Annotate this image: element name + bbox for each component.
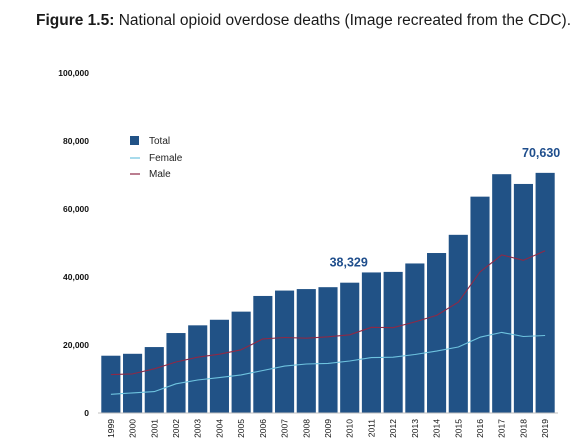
bar-2011 [361, 272, 381, 413]
y-tick-label: 80,000 [63, 136, 89, 146]
bar-2017 [492, 174, 512, 413]
legend-swatch-total [130, 136, 139, 145]
bar-2007 [275, 290, 295, 413]
x-tick-label: 2002 [171, 419, 181, 438]
bar-2001 [144, 347, 164, 413]
bar-2004 [209, 319, 229, 413]
x-tick-label: 2005 [236, 419, 246, 438]
bar-2008 [296, 289, 316, 413]
x-tick-label: 2001 [149, 419, 159, 438]
bar-2019 [535, 172, 555, 413]
bar-2000 [123, 353, 143, 413]
bar-2015 [448, 234, 468, 413]
legend-label-male: Male [149, 169, 171, 180]
x-tick-label: 2016 [475, 419, 485, 438]
bar-2010 [340, 282, 360, 413]
x-tick-label: 2015 [453, 419, 463, 438]
x-tick-label: 2009 [323, 419, 333, 438]
bar-2003 [188, 325, 208, 413]
figure-caption: Figure 1.5: National opioid overdose dea… [36, 12, 582, 30]
bar-2014 [427, 253, 447, 413]
bar-2018 [513, 183, 533, 413]
bar-1999 [101, 355, 121, 413]
x-tick-label: 2018 [518, 419, 528, 438]
annotations: 38,329 70,630 [330, 146, 561, 270]
legend-label-female: Female [149, 153, 183, 164]
caption-label: Figure 1.5: [36, 12, 115, 29]
line-male [110, 250, 546, 376]
x-tick-label: 2004 [214, 419, 224, 438]
x-tick-label: 2010 [345, 419, 355, 438]
y-tick-label: 0 [84, 408, 89, 418]
x-tick-label: 1999 [106, 419, 116, 438]
x-tick-label: 2007 [280, 419, 290, 438]
x-tick-label: 2014 [432, 419, 442, 438]
bar-2013 [405, 263, 425, 413]
x-tick-label: 2013 [410, 419, 420, 438]
caption-text: National opioid overdose deaths (Image r… [114, 12, 572, 29]
bar-2016 [470, 196, 490, 413]
y-tick-label: 100,000 [58, 68, 89, 78]
legend: Total Female Male [130, 136, 183, 180]
line-female [110, 331, 546, 395]
y-tick-label: 40,000 [63, 272, 89, 282]
bar-series-total [101, 172, 555, 413]
x-tick-label: 2017 [497, 419, 507, 438]
bar-2012 [383, 271, 403, 413]
x-tick-label: 2011 [366, 419, 376, 438]
x-tick-label: 2006 [258, 419, 268, 438]
x-tick-label: 2000 [128, 419, 138, 438]
y-axis: 0 20,000 40,000 60,000 80,000 100,000 [58, 68, 89, 418]
bar-2005 [231, 311, 251, 413]
data-label-2019: 70,630 [522, 146, 560, 160]
x-axis: 1999 2000 2001 2002 2003 2004 2005 2006 2007 2008… [98, 412, 558, 438]
line-series [110, 250, 546, 395]
x-tick-label: 2003 [193, 419, 203, 438]
bar-2006 [253, 295, 273, 413]
x-tick-label: 2012 [388, 419, 398, 438]
bar-2009 [318, 287, 338, 413]
bar-2002 [166, 333, 186, 413]
y-tick-label: 60,000 [63, 204, 89, 214]
x-tick-label: 2008 [301, 419, 311, 438]
data-label-2010: 38,329 [330, 256, 368, 270]
legend-label-total: Total [149, 136, 170, 147]
y-tick-label: 20,000 [63, 340, 89, 350]
x-tick-label: 2019 [540, 419, 550, 438]
